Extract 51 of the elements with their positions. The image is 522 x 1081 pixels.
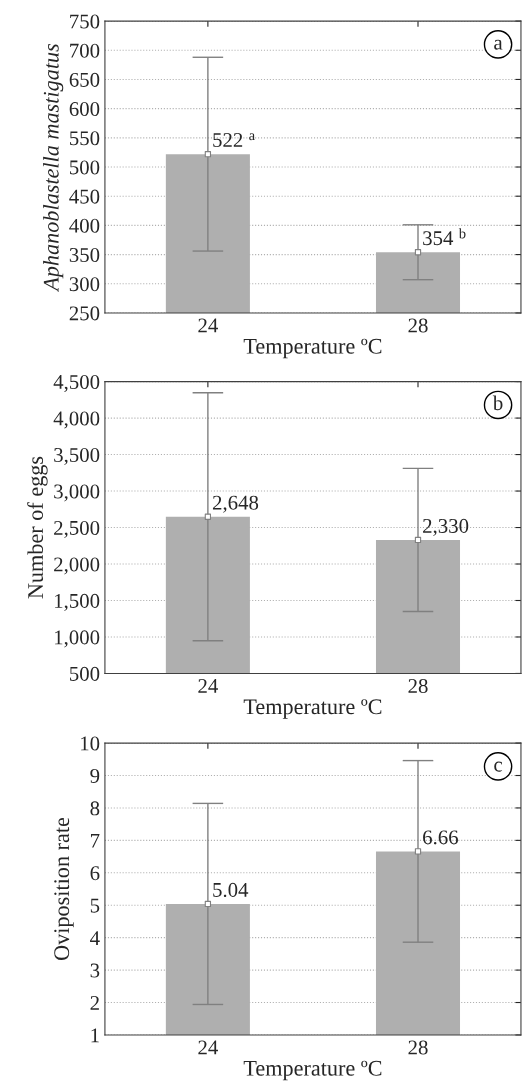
annotation: a bbox=[494, 39, 503, 50]
y-tick-label: 4,000 bbox=[53, 411, 100, 429]
y-tick-label: 7 bbox=[91, 833, 100, 848]
y-tick-label: 500 bbox=[70, 666, 100, 681]
y-tick-label: 4,500 bbox=[53, 374, 100, 393]
y-tick-label: 300 bbox=[69, 277, 100, 292]
y-tick-label: 2 bbox=[90, 995, 99, 1010]
y-tick-label: 1,000 bbox=[55, 630, 100, 648]
y-tick-label: 5 bbox=[90, 898, 100, 913]
x-tick-label: 24 bbox=[198, 678, 218, 693]
data-label: 522 $^{a}$ bbox=[213, 133, 255, 147]
y-tick-label: 550 bbox=[70, 131, 100, 146]
y-tick-label: 600 bbox=[69, 102, 100, 117]
data-label: 2,330 bbox=[423, 518, 469, 536]
y-tick-label: 450 bbox=[69, 189, 100, 204]
y-tick-label: 6 bbox=[90, 866, 100, 881]
x-axis-title: Temperature ºC bbox=[243, 338, 382, 359]
y-tick-label: 750 bbox=[70, 14, 100, 29]
data-label: 5.04 bbox=[213, 882, 249, 898]
y-tick-label: 3,000 bbox=[54, 484, 100, 502]
data-label: 354 $^{b}$ bbox=[423, 228, 466, 246]
data-label: 6.66 bbox=[423, 830, 458, 845]
y-tick-label: 1,500 bbox=[55, 593, 100, 611]
y-axis-title: Number of eggs bbox=[27, 456, 48, 599]
x-tick-label: 24 bbox=[198, 1040, 218, 1055]
y-tick-label: 10 bbox=[81, 736, 100, 751]
y-axis-title: Aphanoblastella mastigatus bbox=[43, 43, 64, 292]
x-tick-label: 28 bbox=[408, 678, 428, 693]
annotation: b bbox=[492, 395, 503, 411]
x-axis-title: Temperature ºC bbox=[243, 1060, 382, 1081]
y-tick-label: 350 bbox=[69, 247, 100, 263]
y-tick-label: 2,500 bbox=[54, 520, 100, 538]
x-tick-label: 28 bbox=[408, 318, 428, 333]
y-tick-label: 9 bbox=[90, 768, 100, 783]
y-tick-label: 250 bbox=[69, 306, 100, 321]
data-label: 2,648 bbox=[212, 495, 259, 513]
y-tick-label: 4 bbox=[90, 931, 100, 945]
y-tick-label: 400 bbox=[69, 218, 100, 233]
y-tick-label: 3 bbox=[90, 963, 100, 978]
y-tick-label: 700 bbox=[70, 43, 100, 58]
annotation: c bbox=[494, 761, 503, 772]
y-tick-label: 500 bbox=[70, 160, 100, 175]
x-axis-title: Temperature ºC bbox=[243, 699, 382, 719]
y-tick-label: 1 bbox=[91, 1028, 99, 1043]
y-axis-title: Oviposition rate bbox=[54, 817, 74, 960]
x-tick-label: 24 bbox=[198, 318, 218, 333]
x-tick-label: 28 bbox=[408, 1040, 428, 1055]
y-tick-label: 3,500 bbox=[54, 447, 100, 465]
y-tick-label: 650 bbox=[69, 72, 100, 87]
y-tick-label: 8 bbox=[90, 801, 100, 816]
y-tick-label: 2,000 bbox=[54, 557, 100, 575]
